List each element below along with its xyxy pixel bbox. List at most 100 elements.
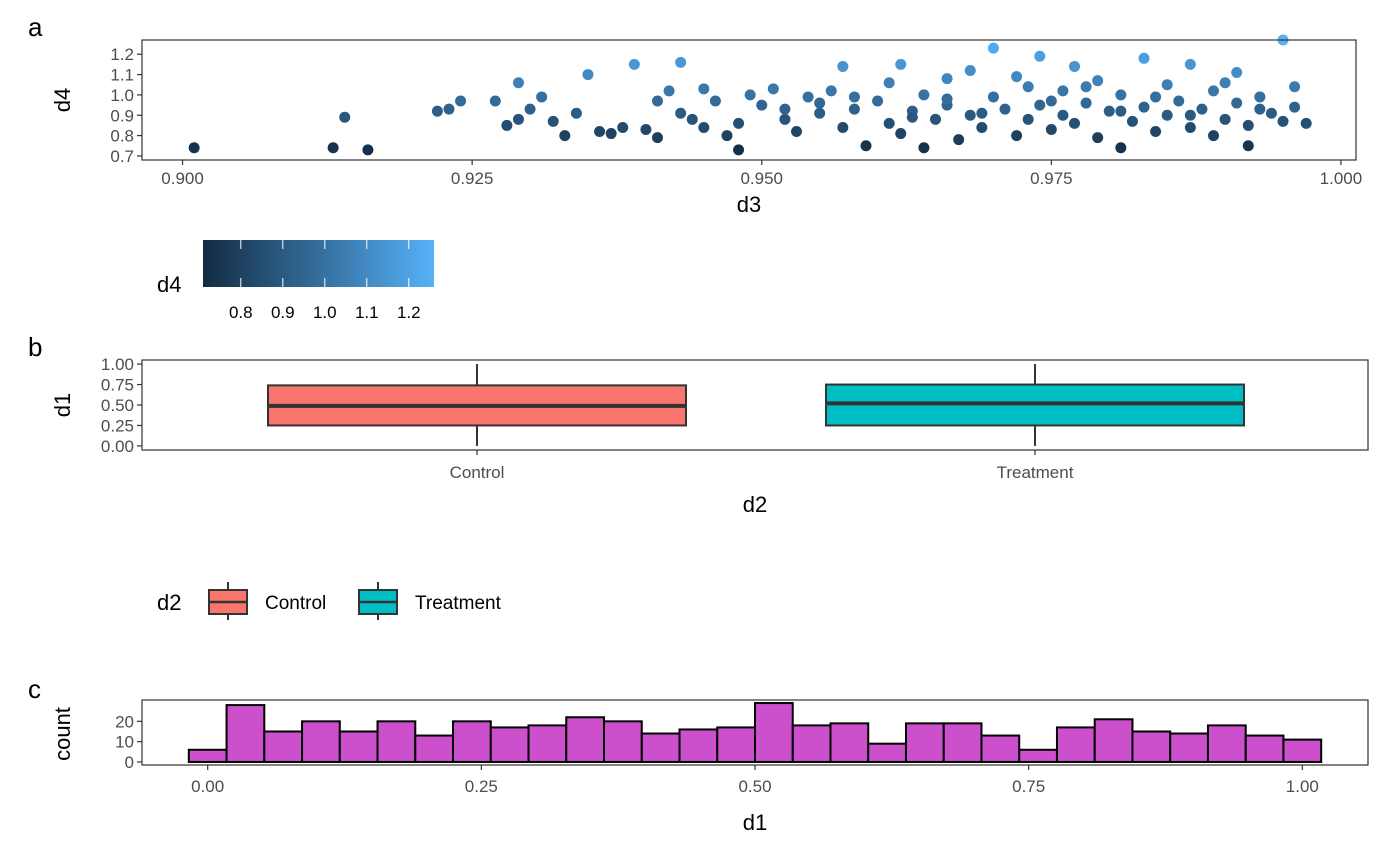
scatter-point [512, 77, 524, 89]
scatter-point [1057, 109, 1069, 121]
scatter-point [1057, 85, 1069, 97]
scatter-point [848, 103, 860, 115]
scatter-point [547, 115, 559, 127]
y-tick-label: 0.8 [110, 127, 134, 146]
scatter-point [860, 140, 872, 152]
scatter-point [1069, 60, 1081, 72]
y-tick-label: 0 [125, 753, 134, 772]
scatter-point [1034, 99, 1046, 111]
y-tick-label: 0.50 [101, 396, 134, 415]
scatter-point [698, 121, 710, 133]
y-tick-label: 1.2 [110, 45, 134, 64]
scatter-point [1208, 130, 1220, 142]
y-tick-label: 0.7 [110, 147, 134, 166]
x-axis-title-b: d2 [743, 492, 767, 517]
x-axis-title-a: d3 [737, 192, 761, 217]
scatter-point [443, 103, 455, 115]
y-tick-label: 1.00 [101, 355, 134, 374]
scatter-point [1196, 103, 1208, 115]
scatter-point [617, 121, 629, 133]
y-tick-label: 0.9 [110, 106, 134, 125]
colorbar-tick-label: 1.2 [397, 303, 421, 322]
scatter-point [1289, 81, 1301, 93]
scatter-point [976, 121, 988, 133]
histogram-bar [1169, 732, 1209, 763]
scatter-point [1219, 113, 1231, 125]
x-tick-label: 0.925 [451, 169, 494, 188]
scatter-point [999, 103, 1011, 115]
scatter-point [651, 95, 663, 107]
scatter-point [837, 60, 849, 72]
scatter-point [327, 142, 339, 154]
scatter-point [953, 134, 965, 146]
scatter-point [814, 97, 826, 109]
scatter-point [640, 123, 652, 135]
panel-tag-a: a [28, 12, 43, 42]
colorbar-tick-label: 0.8 [229, 303, 253, 322]
x-tick-label: 0.975 [1030, 169, 1073, 188]
scatter-point [964, 65, 976, 77]
histogram-bar [338, 730, 379, 763]
scatter-point [1231, 97, 1243, 109]
scatter-point [1045, 123, 1057, 135]
histogram-bar [187, 748, 228, 763]
scatter-point [1045, 95, 1057, 107]
panel-border [141, 39, 1357, 161]
scatter-point [1115, 105, 1127, 117]
scatter-point [1126, 115, 1138, 127]
scatter-point [1011, 71, 1023, 83]
scatter-point [512, 113, 524, 125]
histogram-bar [263, 730, 304, 763]
panel-tag-c: c [28, 674, 41, 704]
scatter-point [941, 93, 953, 105]
scatter-point [1034, 50, 1046, 62]
scatter-point [675, 56, 687, 68]
scatter-point [930, 113, 942, 125]
y-tick-label: 20 [115, 712, 134, 731]
histogram-bar [301, 720, 341, 763]
y-axis-title-b: d1 [50, 393, 75, 417]
scatter-point [559, 130, 571, 142]
scatter-point [1219, 77, 1231, 89]
scatter-point [756, 99, 768, 111]
scatter-point [1103, 105, 1115, 117]
scatter-point [1184, 109, 1196, 121]
scatter-point [987, 42, 999, 54]
colorbar-title: d4 [157, 272, 181, 297]
scatter-point [431, 105, 443, 117]
scatter-point [188, 142, 200, 154]
histogram-bar [1282, 738, 1323, 763]
histogram-bar [1093, 718, 1134, 763]
histogram-bar [527, 724, 568, 763]
scatter-point [721, 130, 733, 142]
scatter-point [1254, 103, 1266, 115]
scatter-point [964, 109, 976, 121]
scatter-point [362, 144, 374, 156]
scatter-point [872, 95, 884, 107]
scatter-point [524, 103, 536, 115]
scatter-point [779, 113, 791, 125]
scatter-point [339, 111, 351, 123]
scatter-point [906, 111, 918, 123]
scatter-point [1184, 58, 1196, 70]
scatter-point [918, 89, 930, 101]
x-tick-label: 1.000 [1320, 169, 1363, 188]
histogram-bar [225, 704, 266, 763]
scatter-point [883, 77, 895, 89]
scatter-point [1277, 115, 1289, 127]
histogram-bar [414, 734, 455, 763]
x-tick-label: Control [450, 463, 505, 482]
scatter-point [848, 91, 860, 103]
scatter-point [1161, 109, 1173, 121]
histogram-bar [1244, 734, 1285, 763]
x-tick-label: 0.00 [191, 777, 224, 796]
scatter-point [1138, 52, 1150, 64]
scatter-point [1080, 97, 1092, 109]
histogram-bar [942, 722, 983, 763]
histogram-bar [1018, 748, 1058, 763]
scatter-point [918, 142, 930, 154]
scatter-point [501, 119, 513, 131]
scatter-point [663, 85, 675, 97]
histogram-bar [867, 742, 907, 763]
